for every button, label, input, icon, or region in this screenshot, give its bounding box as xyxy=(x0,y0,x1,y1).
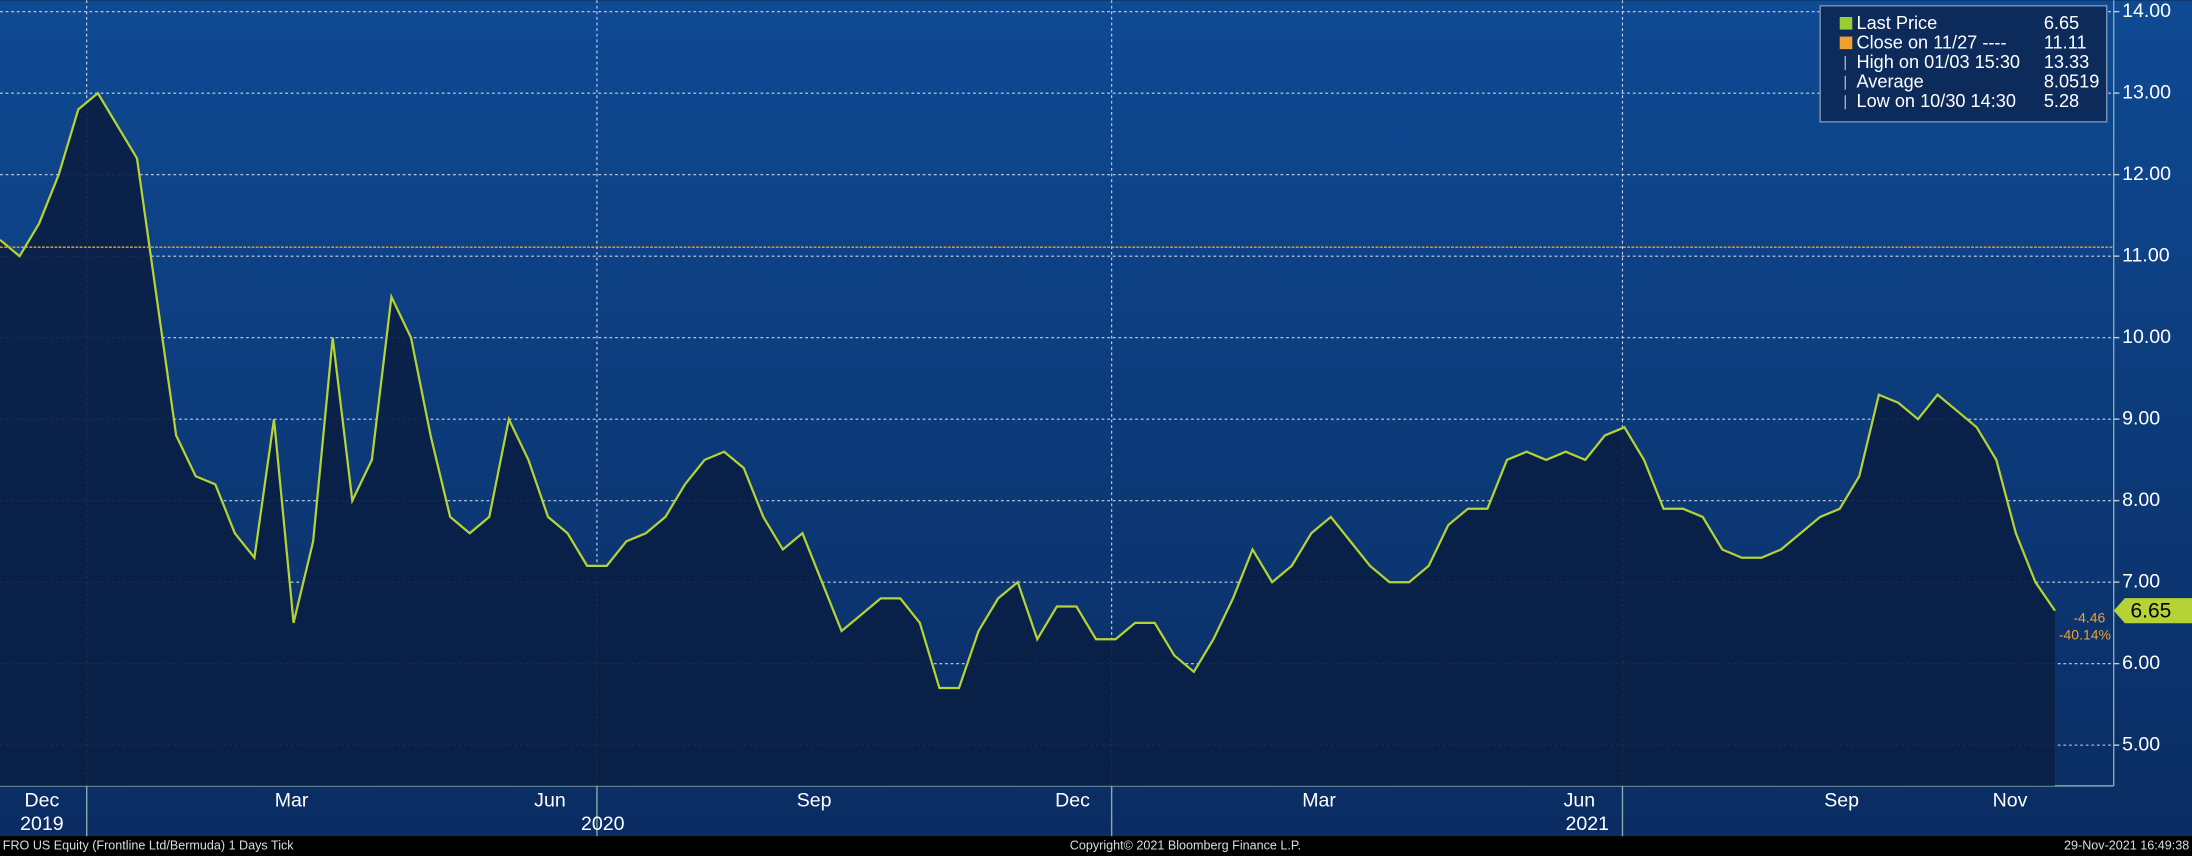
x-tick-label: Jun xyxy=(534,789,566,811)
footer-right: 29-Nov-2021 16:49:38 xyxy=(2064,838,2189,852)
year-label: 2021 xyxy=(1565,813,1609,835)
x-tick-label: Nov xyxy=(1993,789,2028,811)
change-label: -4.46 xyxy=(2073,610,2105,626)
change-pct-label: -40.14% xyxy=(2059,627,2111,643)
last-price-tag xyxy=(2113,598,2192,624)
y-tick-label: 8.00 xyxy=(2122,489,2160,511)
legend-box xyxy=(1819,5,2108,123)
footer-center: Copyright© 2021 Bloomberg Finance L.P. xyxy=(1070,838,1301,852)
y-tick-label: 10.00 xyxy=(2122,326,2171,348)
legend-label: High on 01/03 15:30 xyxy=(1856,52,2020,72)
y-tick-label: 11.00 xyxy=(2122,244,2170,266)
x-tick-label: Dec xyxy=(24,789,59,811)
legend-label: Last Price xyxy=(1856,13,1937,33)
legend-label: Close on 11/27 ---- xyxy=(1856,32,2006,52)
legend-value: 5.28 xyxy=(2044,91,2079,111)
x-tick-label: Sep xyxy=(797,789,832,811)
year-label: 2019 xyxy=(20,813,64,835)
legend-value: 8.0519 xyxy=(2044,72,2100,92)
legend-swatch xyxy=(1839,17,1853,30)
price-line xyxy=(0,91,2056,690)
legend-value: 11.11 xyxy=(2044,32,2087,52)
x-tick-label: Dec xyxy=(1055,789,1090,811)
y-tick-label: 14.00 xyxy=(2122,0,2171,22)
x-tick-label: Mar xyxy=(275,789,309,811)
legend-value: 6.65 xyxy=(2044,13,2079,33)
y-tick-label: 12.00 xyxy=(2122,163,2171,185)
legend-label: Average xyxy=(1856,72,1923,92)
y-tick-label: 7.00 xyxy=(2122,570,2160,592)
y-tick-label: 5.00 xyxy=(2122,733,2160,755)
legend-swatch xyxy=(1839,36,1853,50)
year-label: 2020 xyxy=(581,813,625,835)
y-tick-label: 13.00 xyxy=(2122,81,2171,103)
footer-bar xyxy=(0,836,2192,856)
footer-left: FRO US Equity (Frontline Ltd/Bermuda) 1 … xyxy=(3,838,295,852)
y-tick-label: 9.00 xyxy=(2122,407,2160,429)
y-tick-label: 6.00 xyxy=(2122,652,2160,674)
x-tick-label: Mar xyxy=(1302,789,1336,811)
price-area xyxy=(0,93,2055,786)
legend-value: 13.33 xyxy=(2044,52,2089,72)
x-tick-label: Sep xyxy=(1824,789,1859,811)
x-tick-label: Jun xyxy=(1564,789,1596,811)
last-price-label: 6.65 xyxy=(2130,600,2171,623)
legend-label: Low on 10/30 14:30 xyxy=(1856,91,2016,111)
